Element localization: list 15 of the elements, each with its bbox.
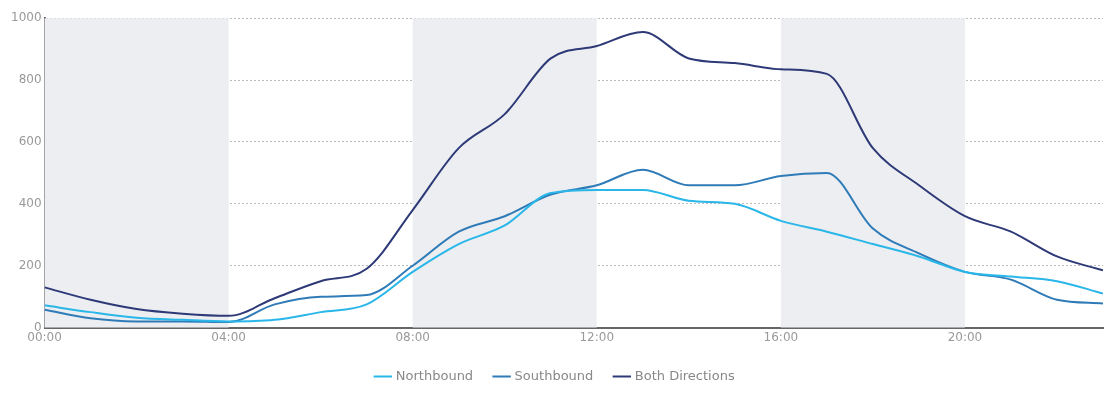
x-tick-label: 12:00 <box>579 329 615 344</box>
legend-label: Northbound <box>395 367 474 383</box>
y-tick-label: 200 <box>18 257 42 272</box>
y-tick-label: 400 <box>18 195 42 210</box>
line-series <box>44 31 1103 317</box>
legend-label: Both Directions <box>634 367 735 383</box>
y-tick-label: 1000 <box>10 10 42 25</box>
x-tick-label: 20:00 <box>947 329 983 344</box>
y-tick-label: 600 <box>18 134 42 149</box>
x-tick-label: 08:00 <box>395 329 430 344</box>
y-tick-label: 800 <box>18 72 42 87</box>
legend-label: Southbound <box>514 367 594 383</box>
x-tick-label: 04:00 <box>211 329 246 344</box>
x-tick-label: 16:00 <box>763 329 799 344</box>
x-tick-label: 00:00 <box>27 329 62 344</box>
